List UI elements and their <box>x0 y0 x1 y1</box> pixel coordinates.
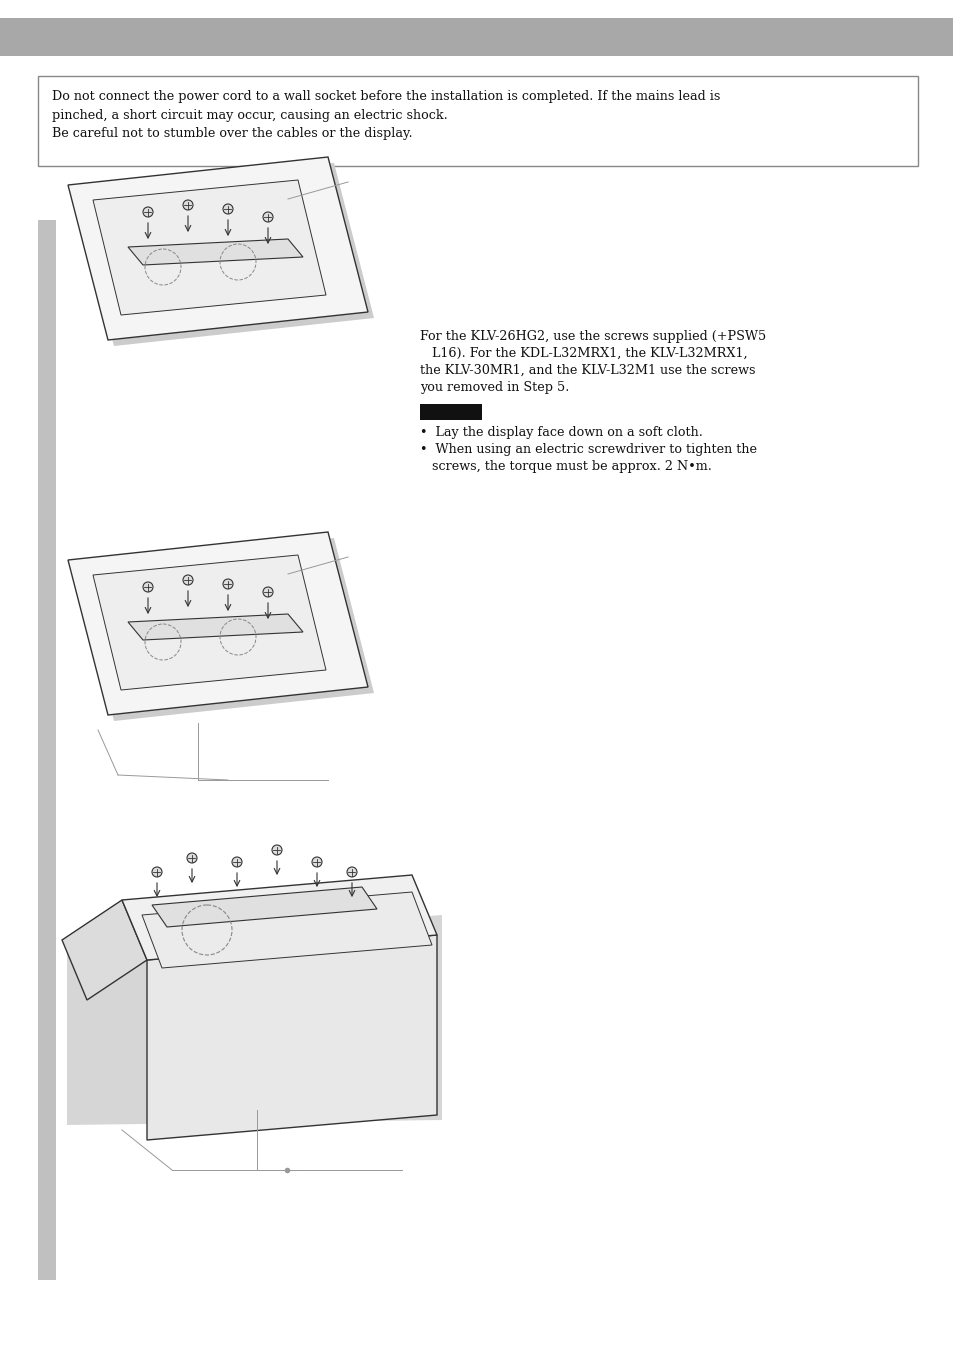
Circle shape <box>263 586 273 597</box>
Polygon shape <box>152 888 376 927</box>
Bar <box>38 220 56 1279</box>
Text: the KLV-30MR1, and the KLV-L32M1 use the screws: the KLV-30MR1, and the KLV-L32M1 use the… <box>419 363 755 377</box>
Circle shape <box>272 844 282 855</box>
Bar <box>38 76 917 166</box>
Polygon shape <box>92 180 326 315</box>
Polygon shape <box>122 875 436 961</box>
Text: •  Lay the display face down on a soft cloth.: • Lay the display face down on a soft cl… <box>419 426 702 439</box>
Text: •  When using an electric screwdriver to tighten the: • When using an electric screwdriver to … <box>419 443 757 457</box>
Circle shape <box>152 867 162 877</box>
Circle shape <box>183 200 193 209</box>
Circle shape <box>183 576 193 585</box>
Polygon shape <box>74 163 374 346</box>
Polygon shape <box>92 555 326 690</box>
Bar <box>419 404 481 420</box>
Circle shape <box>223 204 233 213</box>
Polygon shape <box>67 915 441 1125</box>
Text: For the KLV-26HG2, use the screws supplied (+PSW5: For the KLV-26HG2, use the screws suppli… <box>419 330 765 343</box>
Circle shape <box>223 580 233 589</box>
Polygon shape <box>128 613 303 640</box>
Circle shape <box>143 582 152 592</box>
Polygon shape <box>68 532 368 715</box>
Circle shape <box>232 857 242 867</box>
Polygon shape <box>147 935 436 1140</box>
Polygon shape <box>142 892 432 969</box>
Polygon shape <box>62 900 147 1000</box>
Polygon shape <box>128 239 303 265</box>
Circle shape <box>263 212 273 222</box>
Circle shape <box>347 867 356 877</box>
Text: you removed in Step 5.: you removed in Step 5. <box>419 381 569 394</box>
Polygon shape <box>74 538 374 721</box>
Text: Do not connect the power cord to a wall socket before the installation is comple: Do not connect the power cord to a wall … <box>52 91 720 141</box>
Polygon shape <box>68 157 368 340</box>
Circle shape <box>143 207 152 218</box>
Circle shape <box>312 857 322 867</box>
Text: L16). For the KDL-L32MRX1, the KLV-L32MRX1,: L16). For the KDL-L32MRX1, the KLV-L32MR… <box>419 347 747 359</box>
Bar <box>0 18 953 55</box>
Circle shape <box>187 852 196 863</box>
Text: screws, the torque must be approx. 2 N•m.: screws, the torque must be approx. 2 N•m… <box>419 459 711 473</box>
